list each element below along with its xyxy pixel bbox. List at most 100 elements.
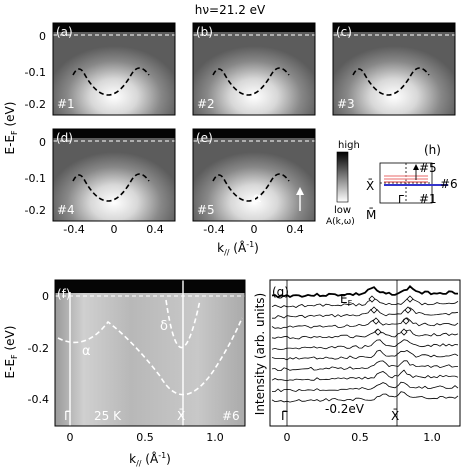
f-cut-label: #6 (222, 409, 240, 423)
h-mbar-symbol: M̄ (366, 208, 376, 222)
cut-label-3: #3 (337, 97, 355, 111)
g-ylabel: Intensity (arb. units) (253, 293, 267, 415)
mdc-trace (271, 360, 459, 371)
ytick-top-row2-2: -0.2 (25, 204, 46, 217)
f-ytick-0: 0 (42, 290, 49, 303)
panel-letter-h: (h) (424, 143, 441, 157)
h-xbar-symbol: X̄ (366, 179, 374, 193)
f-delta-label: δ (160, 319, 168, 334)
peak-marker (402, 317, 410, 325)
mdc-trace (271, 391, 459, 403)
top-y-axis: 0 -0.1 -0.2 0 -0.1 -0.2 E-EF (eV) (3, 30, 46, 217)
xtick-e-0: -0.4 (203, 223, 224, 236)
peak-marker (400, 328, 408, 336)
panel-letter-c: (c) (336, 25, 352, 39)
ytick-top-row1-0: 0 (39, 30, 46, 43)
xtick-e-1: 0 (251, 223, 258, 236)
panel-b: (b) #2 (192, 22, 316, 116)
g-xbar-label: X̄ (391, 409, 399, 423)
f-temperature: 25 K (94, 409, 122, 423)
top-xlabel: k// (Å-1) (217, 240, 259, 257)
peak-marker (404, 306, 412, 314)
mdc-trace (271, 369, 459, 382)
ytick-top-row2-0: 0 (39, 136, 46, 149)
top-x-axis: -0.4 0 0.4 -0.4 0 0.4 k// (Å-1) (63, 223, 303, 257)
f-xtick-1: 0.5 (136, 431, 154, 444)
f-gamma-label: Γ̄ (64, 409, 71, 423)
f-black-band (55, 280, 245, 293)
g-xtick-2: 1.0 (423, 431, 441, 444)
panel-f: (f) α δ Γ̄ X̄ 25 K #6 0 -0.2 -0.4 E-EF (… (3, 279, 246, 468)
ytick-top-row1-1: -0.1 (25, 66, 46, 79)
g-frame (269, 279, 461, 427)
h-cut-1: #1 (419, 192, 437, 206)
mdc-trace (271, 339, 459, 350)
panel-g: (g) EF -0.2eV Γ̄ X̄ Intensity (arb. unit… (253, 279, 461, 444)
panel-d: (d) #4 (52, 128, 176, 222)
f-frame (54, 279, 246, 427)
cut-label-5: #5 (197, 203, 215, 217)
top-ylabel: E-EF (eV) (3, 102, 19, 155)
colorbar-high: high (338, 140, 360, 151)
xtick-d-1: 0 (111, 223, 118, 236)
f-ytick-2: -0.4 (28, 393, 49, 406)
f-ytick-1: -0.2 (28, 342, 49, 355)
up-arrow-icon (296, 187, 304, 195)
panel-letter-d: (d) (56, 131, 73, 145)
colorbar: high low A(k,ω) (326, 140, 360, 227)
mdc-trace (271, 297, 459, 308)
f-band-alpha (57, 317, 243, 396)
f-xbar-label: X̄ (177, 409, 185, 423)
h-cut-6: #6 (440, 177, 458, 191)
h-gamma-symbol: Γ̄ (398, 193, 405, 206)
alpha-label-e: α (253, 191, 262, 206)
peak-marker (406, 295, 414, 303)
f-xtick-0: 0 (67, 431, 74, 444)
f-xlabel: k// (Å-1) (129, 451, 171, 468)
xtick-d-2: 0.4 (146, 223, 164, 236)
panel-a: (a) #1 (52, 22, 176, 116)
peak-marker (374, 328, 382, 336)
h-up-arrow-icon (413, 164, 419, 170)
xtick-d-0: -0.4 (63, 223, 84, 236)
g-ef-label: EF (340, 292, 353, 308)
g-gamma-label: Γ̄ (281, 409, 288, 423)
cut-label-1: #1 (57, 97, 75, 111)
mdc-trace (271, 349, 459, 361)
peak-marker (372, 317, 380, 325)
colorbar-gradient (336, 151, 349, 203)
mdc-trace (271, 381, 459, 393)
g-xtick-0: 0 (284, 431, 291, 444)
photon-energy-header: hν=21.2 eV (195, 3, 266, 17)
mdc-trace (271, 285, 458, 299)
peak-marker (368, 295, 376, 303)
g-xtick-1: 0.5 (351, 431, 369, 444)
cut-label-2: #2 (197, 97, 215, 111)
panel-h: (h) #5 #6 #1 X̄ Γ̄ M̄ (366, 143, 458, 222)
cut-label-4: #4 (57, 203, 75, 217)
peak-marker (370, 306, 378, 314)
panel-c: (c) #3 (332, 22, 456, 116)
panel-e: (e) #5 α (192, 128, 316, 222)
f-image (55, 280, 245, 426)
panel-letter-f: (f) (57, 287, 71, 301)
panel-letter-e: (e) (196, 131, 213, 145)
colorbar-low: low (334, 205, 351, 216)
mdc-trace (272, 307, 459, 319)
colorbar-quantity: A(k,ω) (326, 217, 355, 227)
g-mdc-curves (271, 285, 459, 403)
f-alpha-label: α (82, 344, 91, 359)
f-xtick-2: 1.0 (206, 431, 224, 444)
g-bottom-label: -0.2eV (325, 402, 365, 416)
panel-letter-b: (b) (196, 25, 213, 39)
ytick-top-row1-2: -0.2 (25, 98, 46, 111)
mdc-trace (271, 317, 459, 329)
f-band-delta (165, 299, 201, 349)
f-ylabel: E-EF (eV) (3, 326, 19, 379)
mdc-trace (271, 328, 459, 340)
ytick-top-row2-1: -0.1 (25, 172, 46, 185)
panel-letter-a: (a) (56, 25, 73, 39)
xtick-e-2: 0.4 (286, 223, 304, 236)
panel-letter-g: (g) (272, 285, 289, 299)
